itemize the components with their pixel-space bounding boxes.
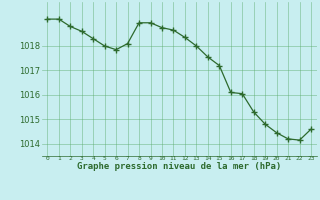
X-axis label: Graphe pression niveau de la mer (hPa): Graphe pression niveau de la mer (hPa) (77, 162, 281, 171)
